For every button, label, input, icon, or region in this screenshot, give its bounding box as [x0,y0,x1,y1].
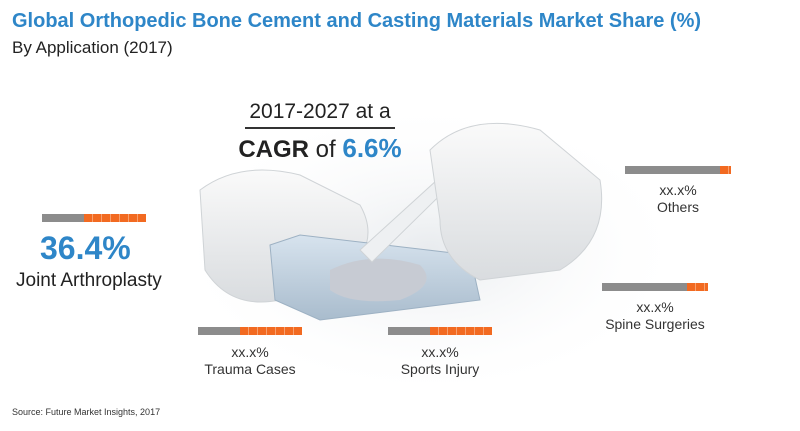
indicator-track [198,327,240,335]
indicator-trauma-cases [198,327,302,335]
indicator-track [42,214,84,222]
indicator-fill [430,327,492,335]
category-label-others: Others [656,199,699,215]
cagr-value: 6.6% [342,133,402,163]
indicator-fill [720,166,731,174]
indicator-track [602,283,687,291]
cement-mix [330,258,427,302]
category-label-sports-injury: Sports Injury [400,361,480,377]
value-label-sports-injury: xx.x% [421,344,459,360]
value-label-trauma-cases: xx.x% [231,344,269,360]
cagr-callout: 2017-2027 at a CAGR of 6.6% [220,100,420,164]
category-label-spine-surgeries: Spine Surgeries [605,316,705,332]
indicator-track [625,166,720,174]
indicator-joint-arthroplasty [42,214,146,222]
value-label-spine-surgeries: xx.x% [636,299,674,315]
value-label-others: xx.x% [659,182,697,198]
indicator-fill [240,327,302,335]
indicator-fill [84,214,146,222]
cagr-text: CAGR of 6.6% [220,133,420,164]
indicator-track [388,327,430,335]
indicator-others [625,166,731,174]
indicator-sports-injury [388,327,492,335]
indicator-fill [687,283,708,291]
cagr-of: of [309,136,343,163]
chart-subtitle: By Application (2017) [12,38,173,57]
cagr-label: CAGR [238,136,310,163]
category-label-joint-arthroplasty: Joint Arthroplasty [16,270,162,291]
value-label-joint-arthroplasty: 36.4% [40,230,131,266]
indicator-spine-surgeries [602,283,708,291]
chart-title: Global Orthopedic Bone Cement and Castin… [12,10,702,32]
category-label-trauma-cases: Trauma Cases [204,361,296,377]
source-note: Source: Future Market Insights, 2017 [12,407,161,417]
right-glove [429,122,603,281]
cagr-period: 2017-2027 at a [245,100,395,129]
